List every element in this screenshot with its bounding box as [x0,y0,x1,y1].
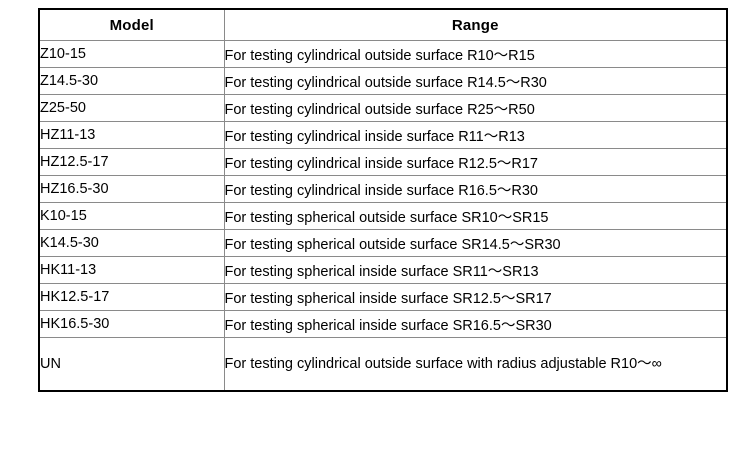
cell-range: For testing cylindrical inside surface R… [224,148,727,176]
table-row: HZ11-13 For testing cylindrical inside s… [39,121,727,149]
cell-range: For testing cylindrical outside surface … [224,67,727,95]
table-row: HK16.5-30 For testing spherical inside s… [39,310,727,338]
column-header-model: Model [39,9,225,41]
cell-model: HZ16.5-30 [39,175,225,203]
table-body: Z10-15 For testing cylindrical outside s… [39,40,727,391]
model-range-table: Model Range Z10-15 For testing cylindric… [38,8,728,392]
cell-model: K10-15 [39,202,225,230]
table-row: HK11-13 For testing spherical inside sur… [39,256,727,284]
table-header-row: Model Range [39,9,727,41]
cell-model: Z10-15 [39,40,225,68]
cell-model: HZ11-13 [39,121,225,149]
cell-range: For testing cylindrical inside surface R… [224,121,727,149]
cell-range: For testing cylindrical inside surface R… [224,175,727,203]
cell-range: For testing cylindrical outside surface … [224,40,727,68]
table-header: Model Range [39,9,727,41]
cell-range: For testing cylindrical outside surface … [224,94,727,122]
table-row: K14.5-30 For testing spherical outside s… [39,229,727,257]
cell-model: Z25-50 [39,94,225,122]
table-row: HZ16.5-30 For testing cylindrical inside… [39,175,727,203]
table-row: Z10-15 For testing cylindrical outside s… [39,40,727,68]
table-row: Z14.5-30 For testing cylindrical outside… [39,67,727,95]
column-header-range: Range [224,9,727,41]
table-row: HK12.5-17 For testing spherical inside s… [39,283,727,311]
cell-range: For testing spherical inside surface SR1… [224,283,727,311]
cell-model: UN [39,337,225,391]
table-row: K10-15 For testing spherical outside sur… [39,202,727,230]
cell-model: K14.5-30 [39,229,225,257]
cell-model: HK11-13 [39,256,225,284]
cell-model: HK16.5-30 [39,310,225,338]
cell-range: For testing spherical outside surface SR… [224,202,727,230]
table-row: Z25-50 For testing cylindrical outside s… [39,94,727,122]
cell-range: For testing cylindrical outside surface … [224,356,663,372]
cell-range: For testing spherical inside surface SR1… [224,310,727,338]
table-row: HZ12.5-17 For testing cylindrical inside… [39,148,727,176]
cell-range: For testing spherical inside surface SR1… [224,256,727,284]
cell-model: HZ12.5-17 [39,148,225,176]
cell-model: HK12.5-17 [39,283,225,311]
cell-range: For testing spherical outside surface SR… [224,229,727,257]
table-row: UN For testing cylindrical outside surfa… [39,337,727,391]
cell-model: Z14.5-30 [39,67,225,95]
